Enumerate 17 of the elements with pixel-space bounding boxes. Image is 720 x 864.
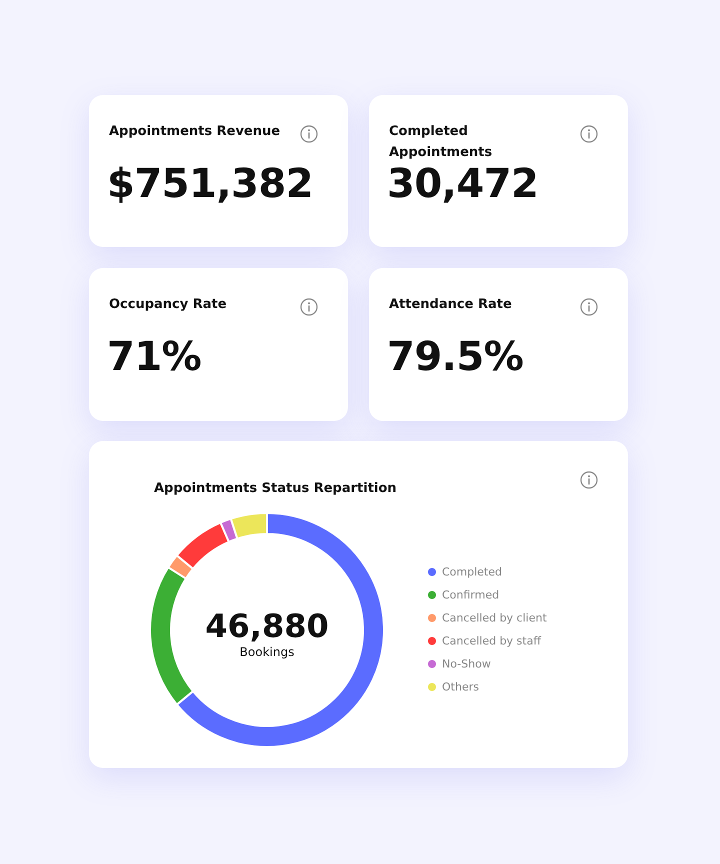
text: 71% <box>107 334 202 380</box>
text: Occupancy Rate <box>109 296 228 314</box>
legend-label: No-Show <box>442 658 491 670</box>
text: Bookings <box>240 645 294 659</box>
legend-label: Cancelled by staff <box>442 634 542 648</box>
text: Attendance Rate <box>389 296 513 314</box>
chart-title: Appointments Status Repartition <box>154 481 397 496</box>
text: Appointments Revenue <box>109 123 282 141</box>
legend-label: Cancelled by client <box>442 612 548 624</box>
legend-label: Confirmed <box>442 588 500 602</box>
legend-label: Others <box>442 680 480 694</box>
text: 79.5% <box>387 334 524 380</box>
text: $751,382 <box>107 161 314 207</box>
legend-label: Completed <box>442 566 502 578</box>
text: 46,880 <box>205 607 329 645</box>
text: Completed Appointments <box>389 124 492 160</box>
text: 30,472 <box>387 161 538 207</box>
